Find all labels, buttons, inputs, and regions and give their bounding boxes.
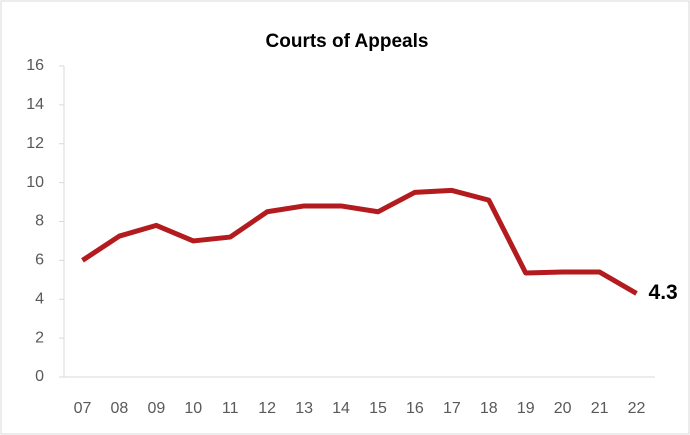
x-tick-label: 08 (111, 400, 129, 417)
data-label: 4.3 (649, 281, 678, 304)
x-tick-label: 11 (222, 400, 239, 417)
x-tick-label: 19 (517, 400, 535, 417)
x-tick-label: 12 (258, 400, 276, 417)
x-tick-label: 14 (332, 400, 350, 417)
x-tick-label: 20 (554, 400, 572, 417)
x-tick-label: 07 (74, 400, 92, 417)
y-tick-label: 10 (26, 174, 44, 191)
y-tick-label: 8 (35, 213, 44, 230)
y-tick-label: 6 (35, 252, 44, 269)
y-tick-label: 12 (26, 135, 44, 152)
x-tick-label: 15 (369, 400, 387, 417)
y-tick-label: 0 (35, 368, 44, 385)
x-tick-label: 13 (295, 400, 313, 417)
chart-title: Courts of Appeals (266, 31, 429, 52)
y-tick-label: 14 (26, 96, 44, 113)
x-tick-label: 09 (147, 400, 165, 417)
y-tick-label: 2 (35, 329, 44, 346)
y-tick-label: 16 (26, 57, 44, 74)
x-tick-label: 22 (628, 400, 646, 417)
x-tick-label: 21 (591, 400, 609, 417)
y-tick-label: 4 (35, 290, 44, 307)
x-tick-label: 17 (443, 400, 461, 417)
line (81, 187, 638, 296)
x-tick-label: 10 (184, 400, 202, 417)
x-tick-label: 18 (480, 400, 498, 417)
x-tick-label: 16 (406, 400, 424, 417)
